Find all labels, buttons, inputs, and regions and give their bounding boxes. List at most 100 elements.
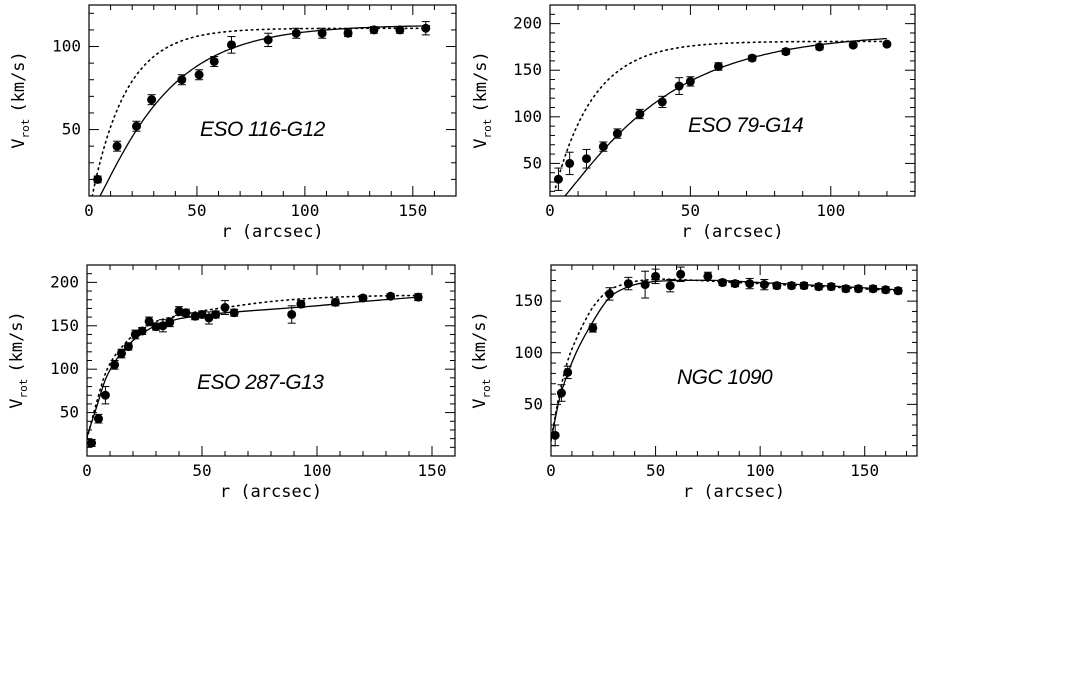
x-axis-label: r (arcsec) xyxy=(681,222,783,242)
data-point xyxy=(565,151,575,176)
panel-ngc-1090: 0 50 100 150 50 100 150 r (arcsec) Vrot (km/s) NGC… xyxy=(470,264,918,502)
data-marker xyxy=(588,323,598,333)
data-point xyxy=(123,342,133,352)
model-curve-solid xyxy=(551,279,899,441)
data-marker xyxy=(137,326,147,336)
data-point xyxy=(612,128,622,139)
y-axis-label-unit: (km/s) xyxy=(9,51,29,112)
data-marker xyxy=(848,40,858,50)
data-marker xyxy=(868,284,878,294)
data-marker xyxy=(190,311,200,321)
data-marker xyxy=(386,291,396,301)
data-point xyxy=(386,291,396,301)
data-point xyxy=(676,266,686,283)
data-marker xyxy=(209,56,219,66)
model-curve-dotted xyxy=(554,40,888,189)
data-point xyxy=(759,278,769,291)
data-marker xyxy=(676,269,686,279)
data-marker xyxy=(853,284,863,294)
data-point xyxy=(881,285,891,295)
data-marker xyxy=(369,25,379,35)
y-axis-label-main: V xyxy=(7,399,27,409)
x-tick-label: 0 xyxy=(545,201,555,220)
y-tick-label: 100 xyxy=(514,343,543,362)
data-point xyxy=(330,297,340,307)
y-tick-label: 50 xyxy=(60,403,79,422)
data-point xyxy=(209,55,219,67)
data-point xyxy=(665,278,675,293)
data-point xyxy=(117,348,126,359)
data-marker xyxy=(158,321,168,331)
data-point xyxy=(421,21,431,36)
data-point xyxy=(605,287,615,301)
data-point xyxy=(93,174,103,184)
data-point xyxy=(882,39,892,49)
data-marker xyxy=(296,299,306,309)
data-point xyxy=(177,74,187,86)
data-point xyxy=(703,271,713,281)
data-point xyxy=(147,94,157,106)
data-point xyxy=(772,281,782,291)
data-marker xyxy=(177,75,187,85)
y-axis-label-main: V xyxy=(9,139,29,149)
data-marker xyxy=(623,279,633,289)
data-point xyxy=(815,42,825,52)
data-point xyxy=(713,61,723,71)
y-axis-label-unit: (km/s) xyxy=(471,51,491,112)
y-tick-label: 50 xyxy=(524,394,543,413)
data-point xyxy=(317,27,327,39)
data-point xyxy=(651,268,661,285)
data-marker xyxy=(550,430,560,440)
y-axis-label-main: V xyxy=(471,139,491,149)
data-point xyxy=(181,308,191,318)
data-point xyxy=(598,141,608,152)
data-marker xyxy=(582,154,591,164)
data-marker xyxy=(651,271,661,281)
x-tick-label: 50 xyxy=(646,461,665,480)
data-marker xyxy=(665,281,675,291)
y-axis-label: Vrot (km/s) xyxy=(9,51,32,149)
data-marker xyxy=(556,388,566,398)
y-tick-label: 200 xyxy=(513,14,542,33)
data-point xyxy=(197,309,207,319)
data-marker xyxy=(674,81,684,91)
data-point xyxy=(158,319,168,333)
svg-text:Vrot(km/s): Vrot (km/s) xyxy=(7,311,30,409)
model-curve-solid xyxy=(87,296,419,438)
data-marker xyxy=(815,42,825,52)
data-marker xyxy=(657,97,667,107)
data-point xyxy=(194,69,204,81)
data-point xyxy=(220,300,230,315)
data-marker xyxy=(194,70,204,80)
svg-text:Vrot(km/s): Vrot (km/s) xyxy=(470,311,493,409)
data-marker xyxy=(130,329,140,339)
data-point xyxy=(657,95,667,108)
x-tick-label: 0 xyxy=(84,201,94,220)
data-point xyxy=(94,413,103,424)
data-marker xyxy=(220,303,230,313)
data-point xyxy=(112,140,122,152)
data-point xyxy=(674,77,684,95)
data-point xyxy=(229,308,239,318)
data-point xyxy=(640,270,650,299)
data-marker xyxy=(413,292,423,302)
data-point xyxy=(635,108,645,120)
data-point xyxy=(893,286,903,296)
y-axis-label: Vrot (km/s) xyxy=(7,311,30,409)
data-marker xyxy=(147,95,157,105)
x-tick-label: 150 xyxy=(418,461,447,480)
data-point xyxy=(211,309,221,319)
y-axis-label: Vrot (km/s) xyxy=(470,311,493,409)
data-marker xyxy=(565,158,575,168)
data-marker xyxy=(181,308,191,318)
x-axis-label: r (arcsec) xyxy=(683,482,785,502)
data-marker xyxy=(685,76,695,86)
data-point xyxy=(165,317,175,328)
data-marker xyxy=(93,174,103,184)
data-marker xyxy=(759,280,769,290)
plot-frame xyxy=(88,4,457,197)
data-marker xyxy=(343,28,353,38)
data-marker xyxy=(144,316,154,326)
y-tick-label: 100 xyxy=(50,359,79,378)
y-axis-label-main: V xyxy=(470,399,490,409)
